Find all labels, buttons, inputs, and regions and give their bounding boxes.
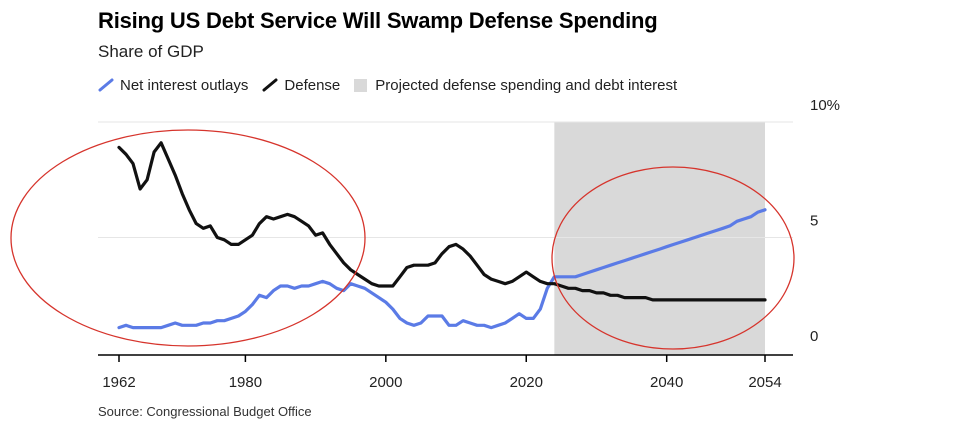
x-tick-label: 1962 — [102, 374, 135, 391]
annotation-ellipse-left — [10, 129, 366, 347]
annotation-ellipse-right — [551, 166, 795, 350]
y-tick-label: 5 — [810, 213, 818, 230]
legend-label-net-interest: Net interest outlays — [120, 76, 249, 94]
x-tick-label: 2040 — [650, 374, 683, 391]
y-tick-label: 0 — [810, 328, 818, 345]
projection-shading — [554, 122, 765, 355]
legend-label-defense: Defense — [284, 76, 341, 94]
y-tick-label: 10% — [810, 97, 840, 114]
legend-item-defense: Defense — [262, 77, 340, 94]
source-note: Source: Congressional Budget Office — [98, 404, 312, 419]
legend-item-projected: Projected defense spending and debt inte… — [354, 77, 677, 94]
legend-label-projected: Projected defense spending and debt inte… — [375, 76, 678, 94]
legend-net-interest-line-icon — [98, 78, 114, 92]
net-interest-line — [117, 208, 767, 330]
chart-title: Rising US Debt Service Will Swamp Defens… — [98, 8, 658, 33]
defense-line — [117, 141, 767, 302]
x-tick-label: 2054 — [748, 374, 781, 391]
x-tick-label: 1980 — [229, 374, 262, 391]
x-tick-label: 2000 — [369, 374, 402, 391]
legend-defense-line-icon — [262, 78, 278, 92]
x-tick-label: 2020 — [510, 374, 543, 391]
chart-legend: Net interest outlays Defense Projected d… — [98, 74, 691, 96]
legend-projected-swatch-icon — [354, 78, 368, 92]
chart-subtitle: Share of GDP — [98, 42, 204, 61]
legend-item-net-interest: Net interest outlays — [98, 77, 248, 94]
